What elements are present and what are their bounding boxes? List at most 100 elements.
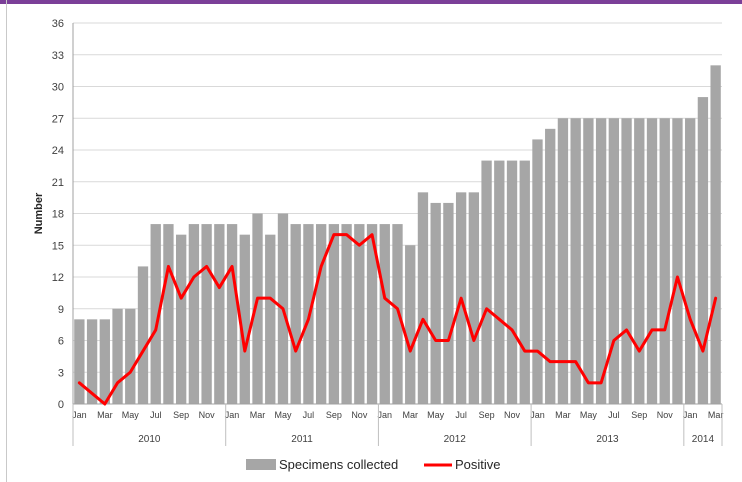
y-tick-label: 33 [52,50,64,62]
y-tick-label: 15 [52,240,64,252]
x-month-label: Sep [631,410,647,420]
y-axis-title: Number [33,192,45,234]
y-tick-label: 24 [52,145,64,157]
x-month-label: Jul [150,410,162,420]
bar-specimens-collected [545,128,556,405]
x-month-label: May [274,410,292,420]
x-month-label: Jan [683,410,698,420]
bar-specimens-collected [150,224,161,404]
bar-specimens-collected [646,118,658,404]
x-month-label: Nov [657,410,674,420]
x-month-label: May [427,410,445,420]
bar-specimens-collected [163,224,174,404]
bar-specimens-collected [239,234,250,404]
bar-specimens-collected [481,160,492,404]
x-month-label: Sep [479,410,495,420]
bar-specimens-collected [112,308,123,404]
y-tick-label: 3 [58,367,64,379]
legend-label-specimens-collected: Specimens collected [279,457,398,472]
x-month-label: Mar [402,410,418,420]
bar-specimens-collected [430,202,441,404]
bar-specimens-collected [176,234,187,404]
legend-label-positive: Positive [455,457,501,472]
y-tick-label: 12 [52,272,64,284]
y-tick-label: 18 [52,209,64,221]
bar-specimens-collected [685,118,696,404]
x-year-label: 2010 [138,434,161,445]
x-month-label: Sep [173,410,189,420]
x-month-label: Jul [608,410,620,420]
x-month-label: Jan [378,410,393,420]
bar-specimens-collected [506,160,518,404]
bar-specimens-collected [125,308,136,404]
frame-rule [6,0,7,482]
bar-specimens-collected [710,65,721,404]
x-month-label: Mar [250,410,266,420]
y-tick-label: 27 [52,113,64,125]
x-month-label: Mar [555,410,571,420]
bar-specimens-collected [532,139,543,404]
bar-specimens-collected [328,224,340,404]
y-tick-label: 36 [52,18,64,30]
y-tick-label: 21 [52,177,64,189]
x-year-label: 2014 [692,434,715,445]
bar-specimens-collected [417,192,429,404]
bar-specimens-collected [74,319,85,404]
bar-specimens-collected [634,118,645,404]
x-month-label: Jan [225,410,240,420]
bar-specimens-collected [468,192,480,404]
bar-specimens-collected [583,118,594,404]
bar-specimens-collected [557,118,569,404]
bar-specimens-collected [608,118,619,404]
y-tick-label: 0 [58,399,64,411]
bar-specimens-collected [405,245,416,404]
bar-specimens-collected [672,118,683,404]
bar-specimens-collected [188,224,200,404]
bar-specimens-collected [341,224,352,404]
line-positive [77,233,718,406]
y-tick-label: 6 [58,336,64,348]
bar-specimens-collected [595,118,607,404]
bar-specimens-collected [137,266,149,404]
x-month-label: Jul [303,410,315,420]
bar-specimens-collected [290,224,301,404]
bar-specimens-collected [443,202,454,404]
bar-specimens-collected [379,224,390,404]
bar-specimens-collected [659,118,670,404]
bar-specimens-collected [366,224,378,404]
bar-specimens-collected [697,97,709,404]
bar-specimens-collected [99,319,110,404]
x-year-label: 2013 [596,434,619,445]
x-month-label: Jan [72,410,87,420]
bar-specimens-collected [226,224,238,404]
x-year-label: 2012 [444,434,467,445]
x-month-label: Jan [530,410,545,420]
x-month-label: Nov [199,410,216,420]
bar-specimens-collected [201,224,212,404]
x-month-label: Sep [326,410,342,420]
x-year-label: 2011 [291,434,313,445]
y-tick-label: 9 [58,304,64,316]
bar-specimens-collected [86,319,98,404]
y-tick-label: 30 [52,82,64,94]
x-month-label: Jul [455,410,467,420]
x-month-label: May [122,410,140,420]
bar-specimens-collected [392,224,403,404]
bar-specimens-collected [265,234,276,404]
header-strip [0,0,742,4]
bar-specimens-collected [570,118,581,404]
bar-specimens-collected [252,213,263,404]
x-month-label: Nov [504,410,521,420]
bar-specimens-collected [354,224,365,404]
bar-specimens-collected [214,224,225,404]
bar-specimens-collected [519,160,530,404]
bar-specimens-collected [621,118,632,404]
x-month-label: Nov [351,410,368,420]
x-month-label: Mar [708,410,724,420]
bar-specimens-collected [494,160,505,404]
bar-specimens-collected [315,224,327,404]
legend-swatch-specimens-collected [246,459,276,470]
x-month-label: May [580,410,598,420]
